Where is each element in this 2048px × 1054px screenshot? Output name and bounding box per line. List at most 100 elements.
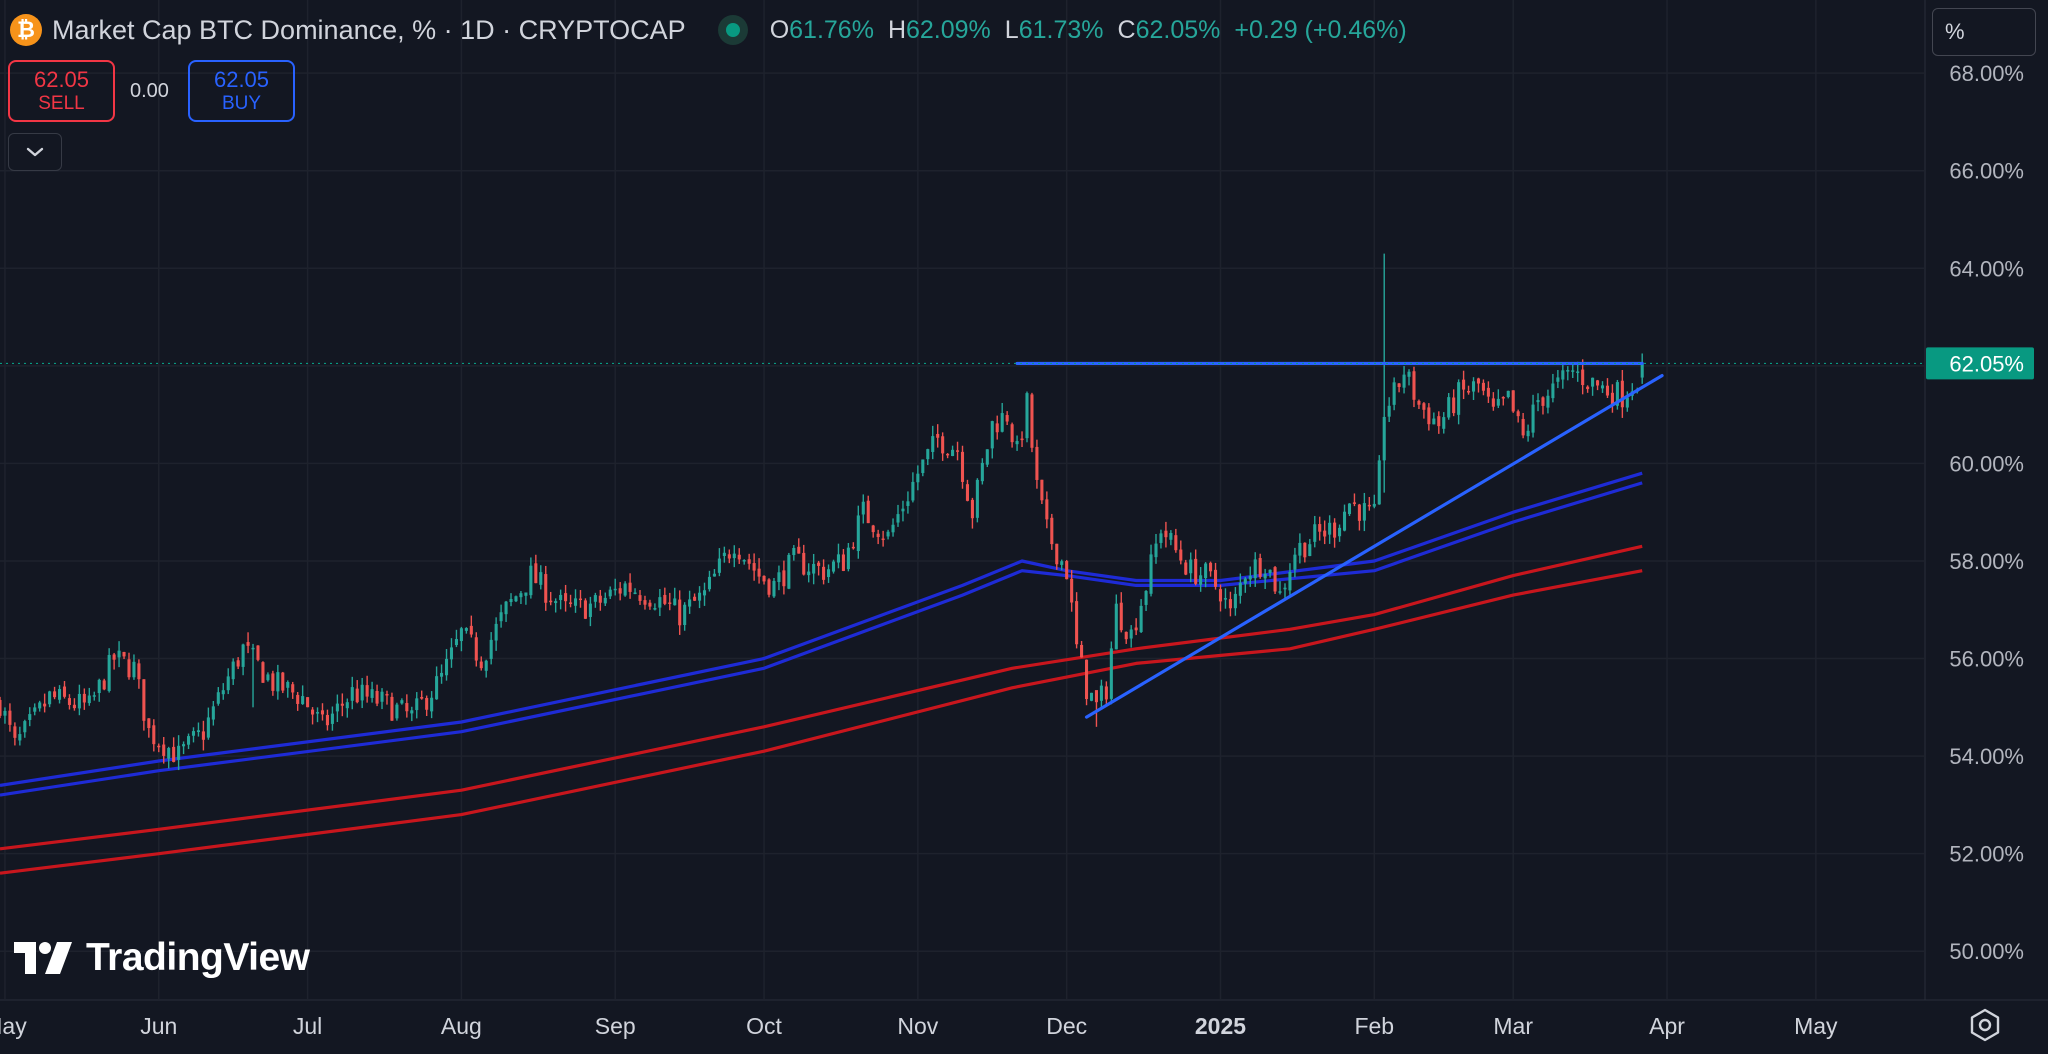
candle-body — [271, 673, 275, 691]
candle-body — [464, 628, 468, 631]
candle-body — [335, 703, 339, 712]
candle-body — [1367, 504, 1371, 507]
candle-body — [1640, 363, 1644, 378]
candle-body — [0, 699, 2, 716]
close-label: C — [1117, 15, 1136, 44]
candle-body — [975, 479, 979, 518]
candle-body — [296, 694, 300, 704]
candle-body — [1045, 499, 1049, 520]
high-label: H — [887, 15, 906, 44]
candle-body — [529, 565, 533, 596]
market-status-icon[interactable] — [717, 15, 748, 45]
candle-body — [216, 692, 220, 704]
candle-body — [276, 672, 280, 692]
high-value: 62.09% — [906, 15, 991, 44]
sell-price: 62.05 — [33, 67, 90, 93]
candle-body — [871, 525, 875, 533]
candle-body — [1065, 561, 1069, 580]
candle-body — [425, 697, 429, 710]
buy-label: BUY — [221, 92, 262, 114]
buy-button[interactable]: 62.05 BUY — [188, 60, 295, 122]
candle-body — [851, 546, 855, 549]
scale-mode-input[interactable]: % — [1932, 8, 2036, 56]
candle-body — [1243, 578, 1247, 584]
candle-body — [1536, 400, 1540, 403]
candle-body — [1094, 690, 1098, 703]
candle-body — [375, 690, 379, 704]
candle-body — [608, 589, 612, 597]
candle-body — [1298, 542, 1302, 556]
candle-body — [539, 572, 543, 585]
candle-body — [509, 598, 513, 603]
y-tick-label: 66.00% — [1949, 159, 2024, 184]
candle-body — [1333, 522, 1337, 538]
candle-body — [246, 642, 250, 646]
candle-body — [688, 599, 692, 607]
candle-body — [846, 547, 850, 570]
candle-body — [901, 508, 905, 512]
tradingview-logo[interactable]: TradingView — [14, 936, 310, 980]
candle-body — [1437, 416, 1441, 427]
candle-body — [737, 554, 741, 560]
candle-body — [167, 748, 171, 759]
sell-button[interactable]: 62.05 SELL — [8, 60, 115, 122]
candle-body — [564, 593, 568, 602]
settings-icon[interactable] — [1968, 1008, 2002, 1042]
candle-body — [43, 703, 47, 707]
candle-body — [142, 679, 146, 721]
spread-value: 0.00 — [130, 80, 169, 102]
candle-body — [603, 597, 607, 604]
candle-body — [1342, 511, 1347, 531]
candle-body — [1253, 559, 1257, 579]
candle-body — [261, 662, 265, 683]
candle-body — [1516, 411, 1520, 417]
candle-body — [479, 661, 483, 669]
candle-body — [1080, 644, 1084, 658]
candle-body — [1015, 441, 1019, 445]
candle-body — [365, 685, 369, 697]
tradingview-logo-text: TradingView — [86, 936, 310, 979]
candle-body — [1109, 648, 1113, 699]
candle-body — [683, 604, 687, 626]
candle-body — [767, 579, 771, 595]
collapse-legend-button[interactable] — [8, 133, 62, 171]
candle-body — [499, 612, 503, 622]
candle-body — [1263, 573, 1267, 579]
candle-body — [454, 639, 458, 646]
candle-body — [638, 595, 642, 601]
candle-body — [1060, 561, 1064, 565]
candle-body — [623, 583, 627, 596]
symbol-title[interactable]: Market Cap BTC Dominance, % · 1D · CRYPT… — [52, 14, 686, 45]
x-tick-label: Dec — [1046, 1013, 1087, 1039]
candle-body — [1605, 385, 1610, 396]
candle-body — [717, 558, 721, 573]
candle-body — [1486, 387, 1490, 397]
candle-body — [727, 554, 731, 559]
trendline-support[interactable] — [1084, 374, 1664, 719]
candle-body — [67, 698, 71, 705]
candle-body — [28, 714, 32, 720]
candle-body — [1005, 415, 1009, 422]
y-tick-label: 58.00% — [1949, 549, 2024, 574]
moving-average-line — [0, 544, 1643, 851]
candle-body — [1491, 398, 1495, 407]
candle-body — [504, 601, 508, 615]
candle-body — [1025, 393, 1029, 439]
candle-body — [196, 730, 200, 733]
candle-body — [1452, 397, 1456, 414]
open-label: O — [769, 15, 790, 44]
candle-body — [315, 712, 320, 714]
candle-body — [172, 746, 176, 762]
low-label: L — [1004, 15, 1019, 44]
candle-body — [747, 559, 751, 564]
y-tick-label: 50.00% — [1949, 939, 2024, 964]
candle-body — [23, 721, 27, 733]
candle-body — [1089, 692, 1094, 701]
candle-body — [1114, 603, 1118, 650]
candle-body — [1620, 380, 1624, 408]
candle-body — [325, 714, 329, 726]
candle-body — [301, 696, 305, 705]
candle-body — [1189, 559, 1193, 574]
candle-body — [628, 582, 632, 592]
